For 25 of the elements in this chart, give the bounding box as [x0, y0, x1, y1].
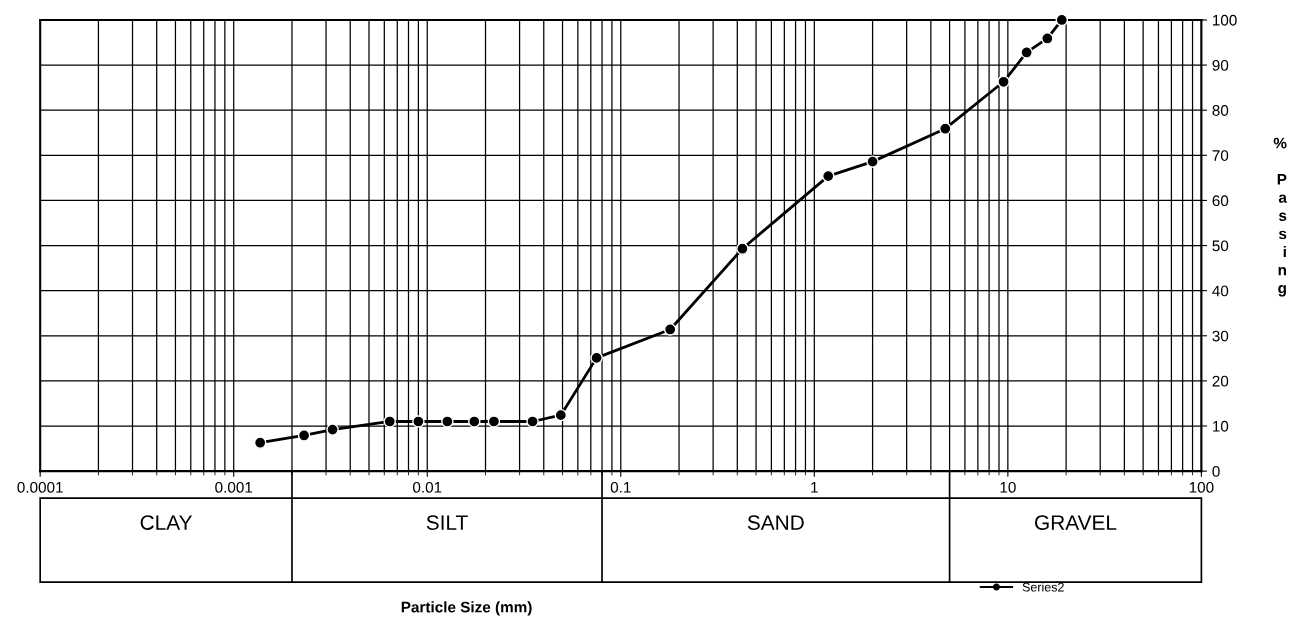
x-tick-label: 0.1: [610, 481, 631, 493]
x-tick-label: 0.001: [215, 481, 253, 493]
text: SAND: [747, 515, 804, 530]
y-tick-label: 10: [1212, 420, 1229, 432]
x-tick-label: 10: [1000, 481, 1016, 493]
x-tick-label: 100: [1189, 481, 1214, 493]
x-tick-label: 0.01: [412, 481, 442, 493]
y-tick-label: 20: [1212, 375, 1229, 387]
text: GRAVEL: [1035, 515, 1117, 530]
y-tick-label: 90: [1212, 59, 1229, 71]
y-tick-label: 50: [1212, 240, 1229, 252]
x-tick-label: 0.0001: [17, 481, 63, 493]
y-tick-label: 80: [1212, 105, 1229, 116]
text: % Passing: [1273, 137, 1288, 297]
legend-label: Series2: [1022, 582, 1064, 592]
x-tick-label: 1: [811, 482, 818, 493]
y-tick-label: 60: [1212, 195, 1229, 207]
text: CLAY: [140, 515, 193, 530]
text: Particle Size (mm): [401, 601, 532, 616]
y-tick-label: 40: [1212, 285, 1229, 297]
y-tick-label: 100: [1212, 14, 1237, 26]
y-tick-label: 0: [1212, 465, 1220, 477]
y-tick-label: 30: [1212, 330, 1229, 342]
y-tick-label: 70: [1212, 150, 1229, 161]
text: SILT: [426, 515, 468, 530]
